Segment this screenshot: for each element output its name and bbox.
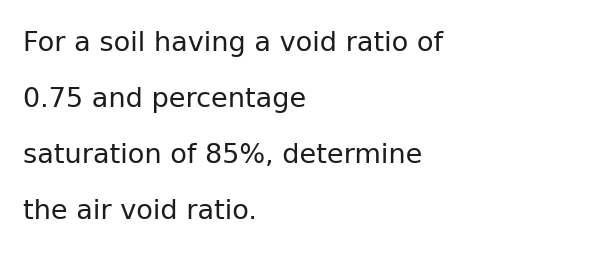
Text: 0.75 and percentage: 0.75 and percentage <box>23 87 306 113</box>
Text: saturation of 85%, determine: saturation of 85%, determine <box>23 143 422 169</box>
Text: the air void ratio.: the air void ratio. <box>23 199 257 225</box>
Text: For a soil having a void ratio of: For a soil having a void ratio of <box>23 31 443 57</box>
